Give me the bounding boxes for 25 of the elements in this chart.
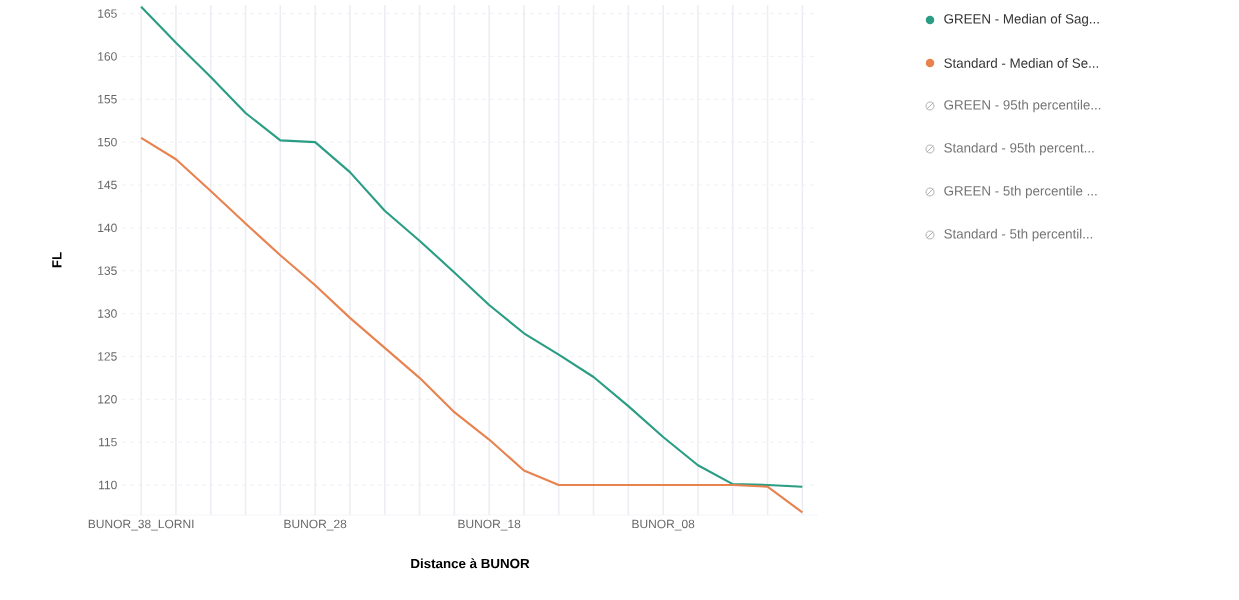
y-tick-label: 140 (98, 223, 117, 233)
y-tick-label: 160 (98, 52, 117, 61)
y-tick-label: 145 (98, 180, 117, 190)
x-tick-label: BUNOR_38_LORNI (88, 519, 194, 531)
x-tick-label: BUNOR_08 (632, 519, 695, 531)
y-tick-label: 110 (99, 480, 117, 490)
legend-label: Standard - 5th percentil... (944, 228, 1093, 242)
y-tick-label: 125 (98, 352, 117, 361)
legend-label: Standard - Median of Se... (944, 58, 1099, 68)
y-tick-label: 120 (98, 395, 117, 404)
y-tick-label: 135 (98, 266, 117, 275)
legend-label: GREEN - Median of Sag... (944, 13, 1099, 27)
x-axis-title: Distance à BUNOR (411, 558, 530, 569)
y-tick-label: 150 (98, 137, 117, 147)
y-tick-label: 155 (98, 95, 117, 104)
line-series (140, 5, 804, 488)
y-tick-label: 115 (99, 437, 117, 447)
legend-label: GREEN - 5th percentile ... (944, 185, 1097, 199)
x-tick-label: BUNOR_28 (284, 519, 347, 531)
x-tick-label: BUNOR_18 (458, 519, 521, 531)
y-tick-label: 165 (98, 9, 117, 18)
y-tick-label: 130 (98, 309, 117, 318)
y-axis-title: FL (52, 252, 62, 268)
legend-label: Standard - 95th percent... (944, 142, 1094, 156)
legend-label: GREEN - 95th percentile... (944, 99, 1101, 113)
